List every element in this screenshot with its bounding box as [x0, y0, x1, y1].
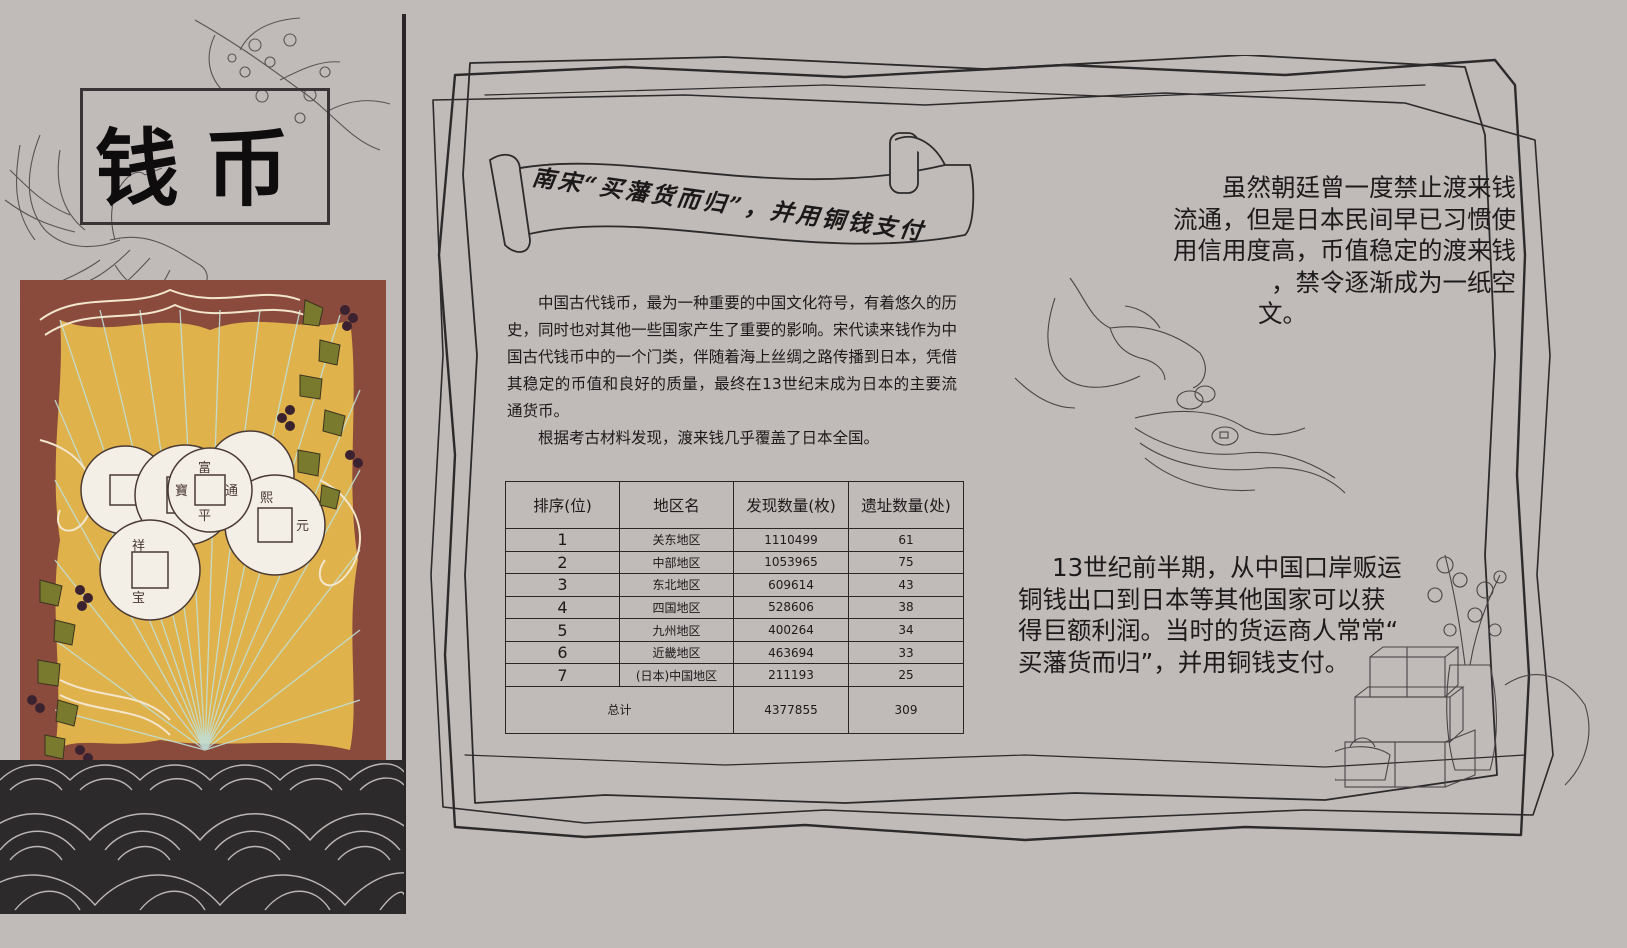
coin-finds-table: 排序(位) 地区名 发现数量(枚) 遗址数量(处) 1 关东地区 1110499…	[505, 480, 964, 735]
cell-sites: 34	[848, 618, 964, 642]
cell-count: 1110499	[733, 528, 849, 552]
right-text-2-line: 买藩货而归”，并用铜钱支付。	[1018, 647, 1350, 677]
cell-total-label: 总计	[505, 685, 734, 735]
cell-count: 528606	[733, 595, 849, 620]
coin-illustration	[80, 430, 326, 621]
header-rank: 排序(位)	[505, 480, 620, 530]
cell-rank: 6	[505, 640, 620, 665]
cell-region: 四国地区	[619, 595, 734, 620]
header-region: 地区名	[619, 480, 734, 530]
right-text-1-line: 用信用度高，币值稳定的渡来钱	[1173, 236, 1516, 265]
cell-region: 中部地区	[619, 550, 734, 575]
right-text-2-line: 铜钱出口到日本等其他国家可以获	[1018, 584, 1386, 614]
right-text-2-line: 13世纪前半期，从中国口岸贩运	[1052, 553, 1402, 582]
table-row: 1 关东地区 1110499 61	[505, 528, 964, 552]
cell-total-count: 4377855	[733, 685, 849, 735]
flower-vase-sketch	[1427, 554, 1507, 771]
cell-count: 1053965	[733, 550, 849, 575]
svg-text:祥: 祥	[132, 539, 145, 554]
table-row: 7 (日本)中国地区 211193 25	[505, 663, 964, 687]
cell-count: 400264	[733, 618, 849, 642]
cell-count: 463694	[733, 640, 849, 665]
svg-text:元: 元	[296, 519, 309, 534]
svg-text:平: 平	[198, 509, 211, 524]
cell-sites: 43	[848, 573, 964, 597]
table-total-row: 总计 4377855 309	[505, 685, 964, 735]
table-row: 6 近畿地区 463694 33	[505, 640, 964, 665]
cell-rank: 4	[505, 595, 620, 620]
table-row: 5 九州地区 400264 34	[505, 618, 964, 642]
svg-text:宝: 宝	[132, 591, 145, 606]
intro-paragraph-2: 根据考古材料发现，渡来钱几乎覆盖了日本全国。	[538, 429, 880, 447]
cell-total-sites: 309	[848, 685, 964, 735]
table-row: 2 中部地区 1053965 75	[505, 550, 964, 575]
right-text-2-line: 得巨额利润。当时的货运商人常常“	[1018, 616, 1399, 645]
cell-region: 近畿地区	[619, 640, 734, 665]
cell-sites: 25	[848, 663, 964, 687]
svg-text:通: 通	[225, 484, 238, 499]
cell-rank: 3	[505, 573, 620, 597]
intro-paragraph-1: 中国古代钱币，最为一种重要的中国文化符号，有着悠久的历史，同时也对其他一些国家产…	[507, 294, 957, 420]
cell-sites: 38	[848, 595, 964, 620]
poster-art: 富平 寶 通 祥宝 熙元	[20, 280, 386, 780]
hand-coins-sketch	[1015, 277, 1346, 494]
intro-text: 中国古代钱币，最为一种重要的中国文化符号，有着悠久的历史，同时也对其他一些国家产…	[507, 290, 957, 452]
table-row: 4 四国地区 528606 38	[505, 595, 964, 620]
cell-rank: 2	[505, 550, 620, 575]
cell-sites: 61	[848, 528, 964, 552]
right-text-1-line: 文。	[1258, 299, 1307, 328]
right-text-ban: 虽然朝廷曾一度禁止渡来钱 流通，但是日本民间早已习惯使 用信用度高，币值稳定的渡…	[1116, 172, 1516, 330]
right-text-trade: 13世纪前半期，从中国口岸贩运 铜钱出口到日本等其他国家可以获 得巨额利润。当时…	[1018, 552, 1448, 678]
cell-region: 东北地区	[619, 573, 734, 597]
cell-region: (日本)中国地区	[619, 663, 734, 687]
cell-count: 609614	[733, 573, 849, 597]
svg-text:熙: 熙	[260, 491, 273, 506]
cell-sites: 33	[848, 640, 964, 665]
right-text-1-line: ，禁令逐渐成为一纸空	[1271, 267, 1516, 297]
cell-count: 211193	[733, 663, 849, 687]
right-text-1-line: 流通，但是日本民间早已习惯使	[1173, 204, 1516, 234]
svg-text:寶: 寶	[175, 483, 188, 499]
scroll-banner	[489, 132, 975, 253]
vertical-divider	[402, 14, 406, 914]
title-box	[80, 88, 330, 225]
page-title: 钱币	[94, 120, 315, 218]
coin-poster: 富平 寶 通 祥宝 熙元	[20, 280, 386, 780]
table-row: 3 东北地区 609614 43	[505, 573, 964, 597]
header-sites: 遗址数量(处)	[848, 480, 964, 530]
right-text-1-line: 虽然朝廷曾一度禁止渡来钱	[1222, 173, 1516, 202]
table-header-row: 排序(位) 地区名 发现数量(枚) 遗址数量(处)	[505, 480, 964, 530]
grape-vine	[27, 299, 363, 763]
cell-rank: 7	[505, 663, 620, 687]
cell-rank: 1	[505, 528, 620, 552]
wave-pattern	[0, 760, 404, 914]
svg-text:富: 富	[198, 460, 211, 476]
bottom-strip	[0, 914, 410, 948]
cell-region: 关东地区	[619, 528, 734, 552]
cell-sites: 75	[848, 550, 964, 575]
cell-region: 九州地区	[619, 618, 734, 642]
cell-rank: 5	[505, 618, 620, 642]
header-count: 发现数量(枚)	[733, 480, 849, 530]
cargo-boxes-sketch	[1335, 554, 1590, 788]
